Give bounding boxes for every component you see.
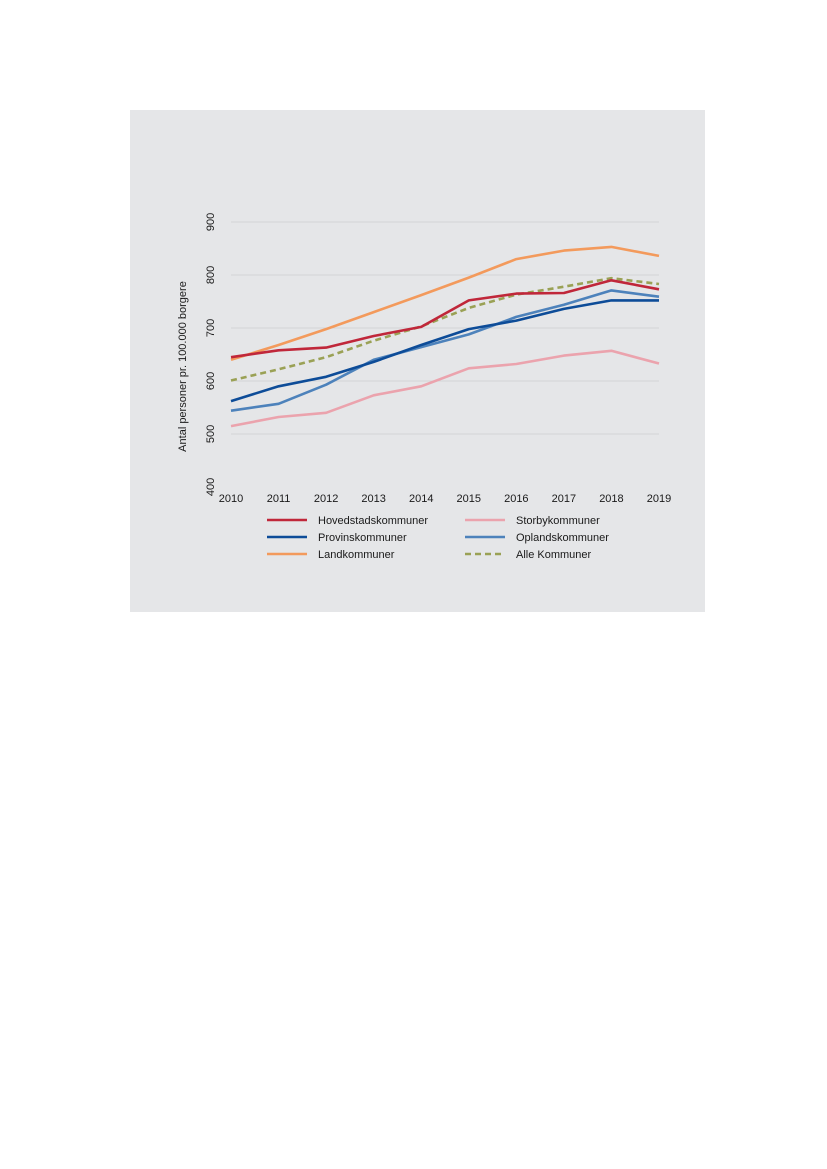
y-tick-label: 500 [205, 425, 217, 443]
x-tick-label: 2016 [504, 493, 528, 505]
chart-panel: 400 500 600 700 800 900 2010 2011 2012 2013 2014 2… [130, 110, 705, 612]
legend: Hovedstadskommuner Storbykommuner Provinsk… [267, 515, 609, 561]
x-tick-label: 2012 [314, 493, 338, 505]
series-lines [230, 245, 660, 428]
x-tick-label: 2011 [267, 493, 291, 505]
x-tick-labels: 2010 2011 2012 2013 2014 2015 2016 2017 2018 2019 [219, 493, 671, 505]
legend-label: Landkommuner [318, 549, 395, 561]
legend-label: Hovedstadskommuner [318, 515, 428, 527]
x-tick-label: 2010 [219, 493, 243, 505]
y-axis-title: Antal personer pr. 100.000 borgere [177, 281, 189, 452]
legend-label: Alle Kommuner [516, 549, 592, 561]
series-line-provinskommuner [230, 299, 659, 403]
x-tick-label: 2017 [552, 493, 576, 505]
x-tick-label: 2014 [409, 493, 433, 505]
y-tick-label: 600 [205, 372, 217, 390]
series-line-storbykommuner [230, 349, 660, 428]
y-tick-label: 900 [205, 213, 217, 231]
x-tick-label: 2015 [457, 493, 481, 505]
y-tick-label: 800 [205, 266, 217, 284]
x-tick-label: 2018 [599, 493, 623, 505]
series-line-oplandskommuner [230, 289, 660, 412]
series-line-alle-kommuner [230, 276, 660, 382]
series-line-landkommuner [230, 245, 660, 362]
y-tick-labels: 400 500 600 700 800 900 [205, 213, 217, 496]
legend-label: Oplandskommuner [516, 532, 609, 544]
y-tick-label: 400 [205, 478, 217, 496]
legend-label: Storbykommuner [516, 515, 600, 527]
grid-lines [231, 221, 659, 435]
series-line-hovedstadskommuner [230, 279, 660, 359]
y-tick-label: 700 [205, 319, 217, 337]
x-tick-label: 2019 [647, 493, 671, 505]
legend-label: Provinskommuner [318, 532, 407, 544]
x-tick-label: 2013 [361, 493, 385, 505]
